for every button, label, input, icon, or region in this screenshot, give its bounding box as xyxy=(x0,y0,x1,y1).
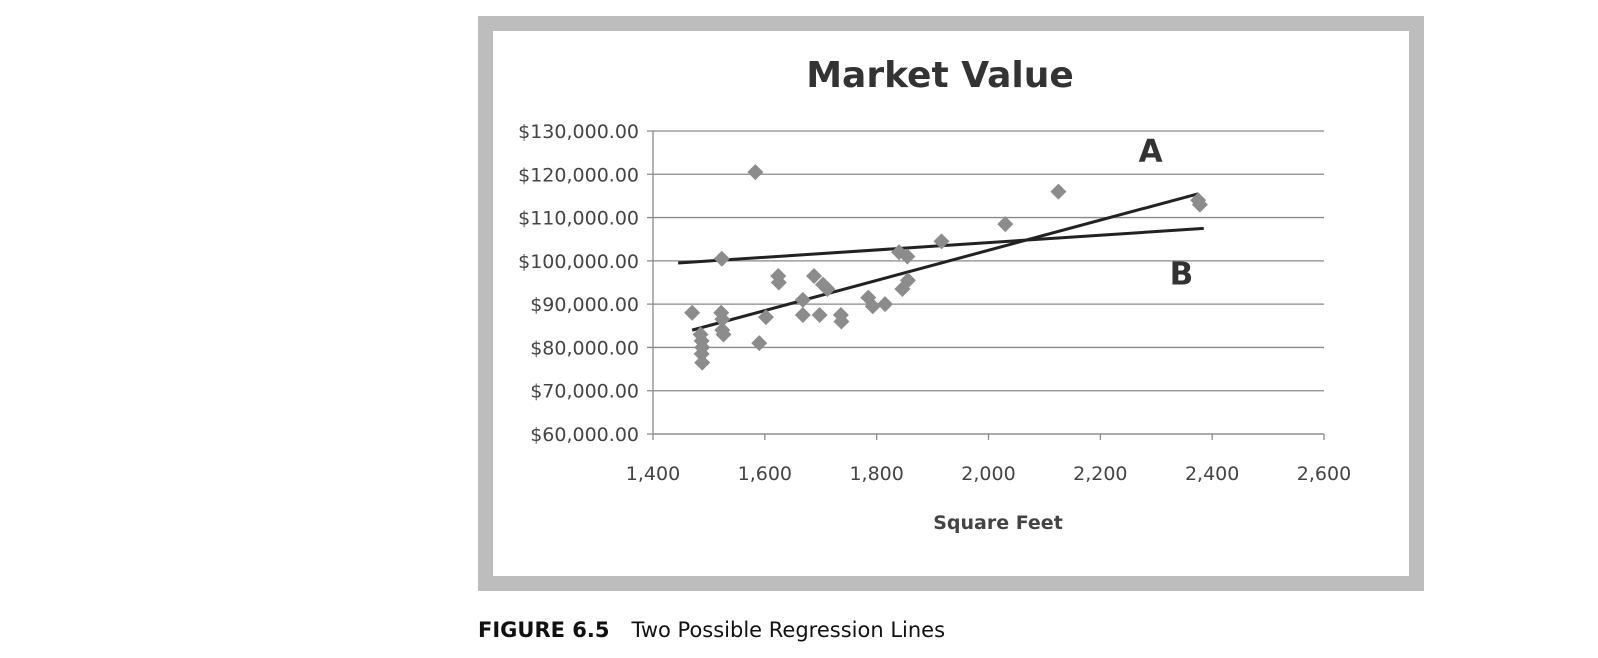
x-tick-label: 1,600 xyxy=(738,463,792,485)
data-point xyxy=(794,306,811,323)
data-point xyxy=(819,280,836,297)
y-tick-label: $110,000.00 xyxy=(518,208,639,230)
y-tick-labels: $60,000.00 $70,000.00 $80,000.00 $90,000.00… xyxy=(518,121,639,446)
caption-text: Two Possible Regression Lines xyxy=(631,618,946,642)
data-point xyxy=(933,233,950,250)
regression-line-a xyxy=(691,192,1199,332)
data-point xyxy=(891,244,908,261)
y-tick-label: $90,000.00 xyxy=(530,294,639,316)
gridlines xyxy=(647,130,1324,435)
chart-panel: Market Value $60,000.00 $70,000.00 $80,000… xyxy=(493,31,1409,576)
x-tick-label: 2,000 xyxy=(961,463,1015,485)
data-point xyxy=(833,313,850,330)
y-tick-label: $60,000.00 xyxy=(530,424,639,446)
data-point xyxy=(877,296,894,313)
data-point xyxy=(770,274,787,291)
x-axis-title: Square Feet xyxy=(933,512,1063,534)
caption-label: FIGURE 6.5 xyxy=(478,618,610,642)
data-point xyxy=(814,276,831,293)
regression-lines xyxy=(678,192,1204,332)
data-point xyxy=(747,164,764,181)
x-tick-label: 2,600 xyxy=(1297,463,1351,485)
data-point xyxy=(794,291,811,308)
data-point xyxy=(899,272,916,289)
y-tick-label: $100,000.00 xyxy=(518,251,639,273)
data-point xyxy=(713,250,730,267)
x-tick-label: 2,200 xyxy=(1073,463,1127,485)
data-point xyxy=(806,268,823,285)
data-point xyxy=(1191,196,1208,213)
figure-caption: FIGURE 6.5 Two Possible Regression Lines xyxy=(478,618,945,642)
data-point xyxy=(811,306,828,323)
x-tick-label: 1,800 xyxy=(849,463,903,485)
chart-title: Market Value xyxy=(806,55,1074,96)
data-point xyxy=(751,335,768,352)
data-points xyxy=(684,164,1208,371)
y-tick-label: $80,000.00 xyxy=(530,337,639,359)
x-tick-label: 1,400 xyxy=(626,463,680,485)
data-point xyxy=(693,345,710,362)
data-point xyxy=(1050,183,1067,200)
axes xyxy=(652,131,1325,440)
scatter-chart: Market Value $60,000.00 $70,000.00 $80,000… xyxy=(518,55,1351,534)
data-point xyxy=(864,298,881,315)
y-tick-label: $70,000.00 xyxy=(530,381,639,403)
line-label-a: A xyxy=(1139,133,1163,169)
x-tick-labels: 1,400 1,600 1,800 2,000 2,200 2,400 2,600 xyxy=(626,463,1351,485)
data-point xyxy=(997,216,1014,233)
x-tick-label: 2,400 xyxy=(1185,463,1239,485)
data-point xyxy=(757,309,774,326)
line-label-b: B xyxy=(1170,257,1194,293)
data-point xyxy=(684,304,701,321)
data-point xyxy=(694,354,711,371)
data-point xyxy=(714,311,731,328)
data-point xyxy=(715,326,732,343)
figure-frame: Market Value $60,000.00 $70,000.00 $80,000… xyxy=(478,16,1424,591)
y-tick-label: $130,000.00 xyxy=(518,121,639,143)
line-labels: AB xyxy=(1139,133,1194,292)
data-point xyxy=(899,248,916,265)
y-tick-label: $120,000.00 xyxy=(518,164,639,186)
